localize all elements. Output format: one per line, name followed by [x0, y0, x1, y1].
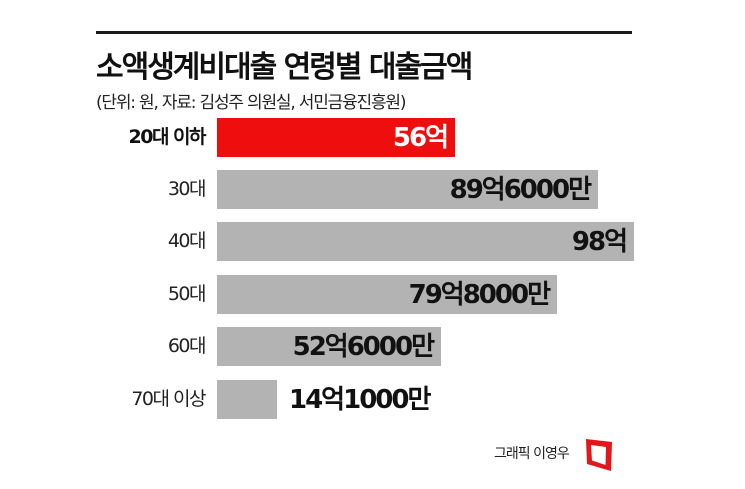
chart-subtitle: (단위: 원, 자료: 김성주 의원실, 서민금융진흥원)	[96, 93, 406, 113]
category-label: 40대	[167, 230, 207, 252]
bar-row: 30대 89억6000만	[0, 170, 745, 209]
bar-row: 70대 이상 14억1000만	[0, 380, 745, 419]
value-label: 52억6000만	[292, 332, 435, 362]
value-label: 14억1000만	[289, 385, 431, 415]
bar	[217, 275, 557, 314]
chart-title: 소액생계비대출 연령별 대출금액	[96, 50, 473, 85]
bar-row: 40대 98억	[0, 222, 745, 261]
value-label: 98억	[571, 227, 628, 257]
bar	[217, 222, 634, 261]
top-rule	[96, 31, 632, 34]
value-label: 79억8000만	[408, 280, 551, 310]
bar	[217, 170, 598, 209]
value-label: 89억6000만	[449, 175, 592, 205]
bar-row: 20대 이하 56억	[0, 118, 745, 157]
category-label: 70대 이상	[131, 388, 206, 410]
bar-row: 60대 52억6000만	[0, 327, 745, 366]
category-label: 60대	[167, 335, 207, 357]
bar-row: 50대 79억8000만	[0, 275, 745, 314]
category-label: 20대 이하	[128, 126, 207, 148]
category-label: 50대	[167, 283, 207, 305]
category-label: 30대	[167, 178, 207, 200]
publisher-logo-icon	[586, 439, 612, 471]
graphic-credit: 그래픽 이영우	[494, 446, 570, 462]
bar	[217, 118, 455, 157]
value-label: 56억	[392, 123, 449, 153]
bar	[217, 327, 441, 366]
bar	[217, 380, 277, 419]
